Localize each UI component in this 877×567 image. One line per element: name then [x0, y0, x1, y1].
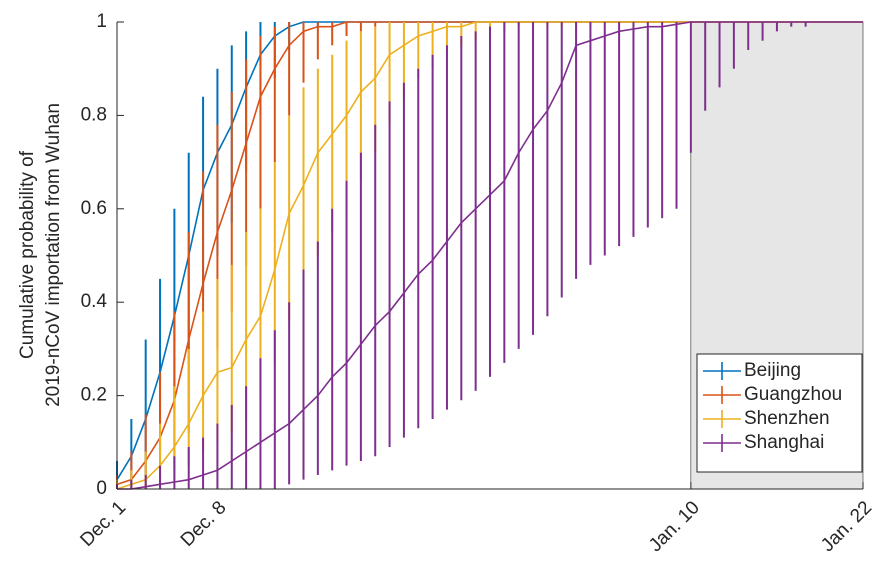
y-tick-label: 0.6: [81, 198, 107, 219]
legend-label: Beijing: [744, 360, 801, 381]
y-axis-label: 2019-nCoV importation from Wuhan: [43, 103, 64, 407]
y-tick-label: 1: [96, 11, 107, 32]
y-tick-label: 0: [96, 478, 107, 499]
x-tick-label: Dec. 1: [76, 497, 130, 551]
legend: Beijing Guangzhou Shenzhen Shanghai: [696, 353, 863, 473]
legend-label: Shenzhen: [744, 408, 830, 429]
y-tick-label: 0.8: [81, 104, 107, 125]
legend-box: [696, 353, 863, 473]
x-tick-label: Dec. 8: [177, 497, 231, 551]
legend-label: Shanghai: [744, 432, 824, 453]
y-tick-label: 0.2: [81, 385, 107, 406]
legend-label: Guangzhou: [744, 384, 842, 405]
series-line: [117, 21, 863, 490]
y-tick-label: 0.4: [81, 291, 108, 312]
y-axis-label: Cumulative probability of: [17, 150, 38, 359]
x-tick-label: Jan. 10: [645, 497, 704, 556]
x-tick-label: Jan. 22: [817, 497, 876, 556]
